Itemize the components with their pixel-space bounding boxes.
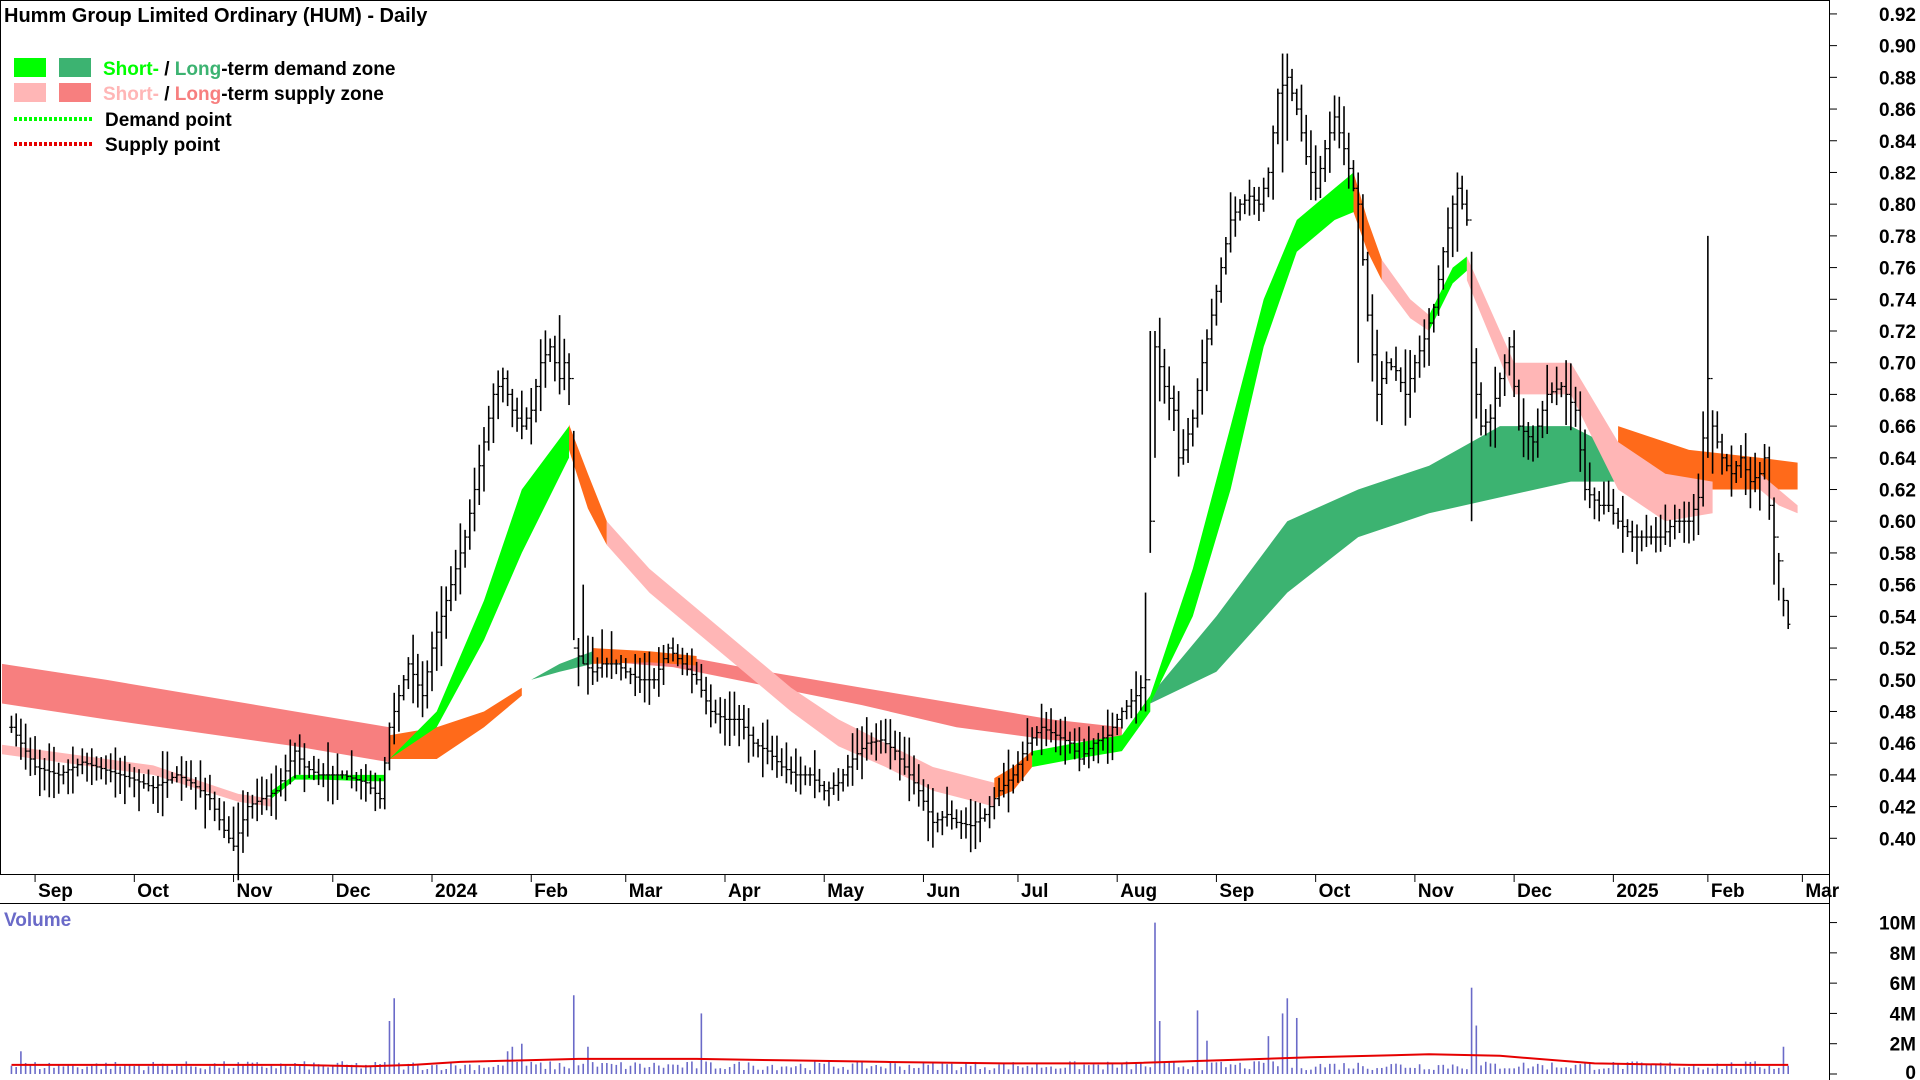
- price-tick-label: 0.76: [1879, 259, 1916, 280]
- chart-title: Humm Group Limited Ordinary (HUM) - Dail…: [4, 5, 428, 27]
- volume-average-layer: [11, 1053, 1789, 1068]
- price-tick-label: 0.78: [1879, 227, 1916, 248]
- price-tick-label: 0.66: [1879, 417, 1916, 438]
- legend-supply-rest: -term supply zone: [221, 84, 384, 105]
- price-tick-label: 0.56: [1879, 576, 1916, 597]
- price-tick-label: 0.60: [1879, 512, 1916, 533]
- time-tick-label: Dec: [1517, 881, 1552, 902]
- time-tick-label: Jun: [926, 881, 960, 902]
- price-tick-label: 0.90: [1879, 37, 1916, 58]
- price-tick-label: 0.70: [1879, 354, 1916, 375]
- zone-long-demand-feb: [531, 651, 593, 680]
- zone-short-demand-nov2: [1429, 256, 1467, 331]
- time-tick-label: 2025: [1616, 881, 1659, 902]
- time-tick-label: Dec: [336, 881, 371, 902]
- legend-demand-short: Short-: [103, 59, 159, 80]
- legend-supply-short: Short-: [103, 84, 159, 105]
- legend-long-demand-swatch: [59, 58, 91, 77]
- zone-short-supply-decline: [606, 521, 995, 807]
- price-tick-label: 0.80: [1879, 195, 1916, 216]
- volume-axis-ticks: 10M 8M 6M 4M 2M 0: [1829, 914, 1916, 1080]
- price-tick-label: 0.62: [1879, 481, 1916, 502]
- time-tick-label: Jul: [1021, 881, 1048, 902]
- volume-tick-label: 8M: [1890, 944, 1916, 965]
- legend-demand-zone-label: Short- / Long-term demand zone: [103, 59, 395, 80]
- price-axis-ticks: 0.92 0.90 0.88 0.86 0.84 0.82 0.80 0.78 0.76 0.74…: [1829, 5, 1916, 850]
- legend-supply-sep: /: [159, 84, 175, 105]
- zone-long-supply-early: [2, 663, 390, 763]
- legend-supply-zone-label: Short- / Long-term supply zone: [103, 84, 384, 105]
- time-tick-label: Aug: [1120, 881, 1157, 902]
- legend-supply-point-label: Supply point: [105, 135, 221, 156]
- zone-short-demand-sep: [1150, 172, 1354, 704]
- time-tick-label: Nov: [1418, 881, 1454, 902]
- price-tick-label: 0.52: [1879, 639, 1916, 660]
- price-tick-label: 0.82: [1879, 163, 1916, 184]
- legend: Short- / Long-term demand zone Short- / …: [14, 58, 395, 156]
- legend-demand-point-label: Demand point: [105, 110, 232, 131]
- time-tick-label: Apr: [728, 881, 761, 902]
- price-bars-layer: [9, 53, 1791, 881]
- time-tick-label: Mar: [1805, 881, 1839, 902]
- volume-tick-label: 0: [1905, 1063, 1916, 1080]
- price-tick-label: 0.84: [1879, 132, 1916, 153]
- time-tick-label: Nov: [237, 881, 273, 902]
- price-tick-label: 0.88: [1879, 68, 1916, 89]
- volume-tick-label: 2M: [1890, 1035, 1916, 1056]
- volume-tick-label: 6M: [1890, 974, 1916, 995]
- zone-orange-after-peak: [569, 424, 607, 545]
- zone-orange-oct: [1353, 172, 1382, 281]
- zones-layer: [2, 172, 1798, 807]
- price-tick-label: 0.50: [1879, 671, 1916, 692]
- time-tick-label: Mar: [629, 881, 663, 902]
- time-tick-label: Oct: [1319, 881, 1351, 902]
- legend-supply-long: Long: [175, 84, 221, 105]
- price-tick-label: 0.46: [1879, 734, 1916, 755]
- price-tick-label: 0.48: [1879, 702, 1916, 723]
- time-tick-label: Oct: [137, 881, 169, 902]
- time-tick-label: Feb: [1711, 881, 1745, 902]
- volume-bars-layer: [10, 922, 1789, 1074]
- price-tick-label: 0.64: [1879, 449, 1916, 470]
- zone-long-supply-decline: [592, 648, 1122, 744]
- zone-orange-rally: [389, 687, 522, 759]
- legend-short-supply-swatch: [14, 83, 46, 102]
- volume-panel-label: Volume: [4, 910, 71, 931]
- price-tick-label: 0.58: [1879, 544, 1916, 565]
- zone-short-demand-jul: [1032, 695, 1151, 767]
- zone-short-supply-dec: [1466, 256, 1713, 522]
- price-tick-label: 0.72: [1879, 322, 1916, 343]
- time-tick-label: Feb: [534, 881, 568, 902]
- price-tick-label: 0.92: [1879, 5, 1916, 26]
- volume-tick-label: 10M: [1879, 914, 1916, 935]
- time-tick-label: May: [827, 881, 864, 902]
- time-tick-label: Sep: [1219, 881, 1254, 902]
- price-tick-label: 0.74: [1879, 290, 1916, 311]
- legend-long-supply-swatch: [59, 83, 91, 102]
- time-tick-label: Sep: [38, 881, 73, 902]
- time-axis-ticks: Sep Oct Nov Dec 2024 Feb Mar Apr May Jun Jul Aug Sep…: [34, 874, 1840, 902]
- volume-average-line: [11, 1053, 1789, 1068]
- zone-short-supply-nov: [1381, 259, 1430, 331]
- price-tick-label: 0.54: [1879, 607, 1916, 628]
- zone-long-demand-sep: [1150, 426, 1619, 704]
- legend-demand-long: Long: [175, 59, 221, 80]
- price-tick-label: 0.68: [1879, 385, 1916, 406]
- time-tick-label: 2024: [435, 881, 478, 902]
- price-tick-label: 0.86: [1879, 100, 1916, 121]
- price-tick-label: 0.42: [1879, 798, 1916, 819]
- volume-tick-label: 4M: [1890, 1004, 1916, 1025]
- legend-demand-rest: -term demand zone: [221, 59, 395, 80]
- zone-short-demand-rally: [389, 426, 569, 759]
- zone-short-supply-early: [2, 744, 272, 807]
- legend-demand-sep: /: [159, 59, 175, 80]
- price-tick-label: 0.40: [1879, 829, 1916, 850]
- legend-short-demand-swatch: [14, 58, 46, 77]
- price-tick-label: 0.44: [1879, 766, 1916, 787]
